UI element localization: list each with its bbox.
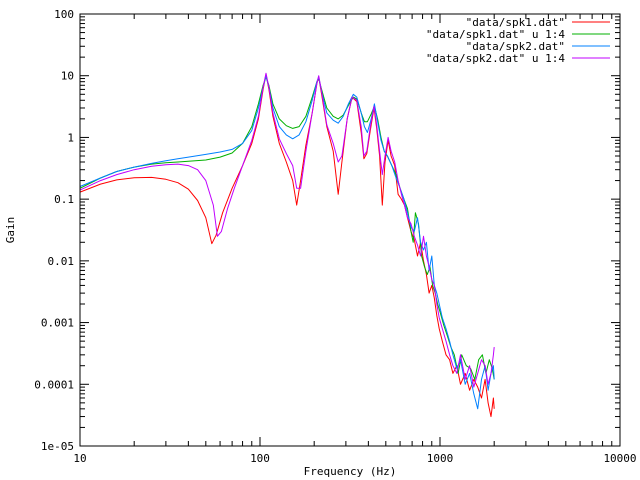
y-tick-label: 0.1	[54, 193, 74, 206]
legend: "data/spk1.dat""data/spk1.dat" u 1:4"dat…	[426, 16, 610, 65]
series-line-1	[79, 73, 495, 418]
series-line-2	[79, 76, 495, 380]
x-tick-label: 10	[73, 452, 86, 465]
legend-label: "data/spk2.dat" u 1:4	[426, 52, 565, 65]
x-axis-label: Frequency (Hz)	[304, 465, 397, 478]
y-tick-label: 0.0001	[34, 378, 74, 391]
series-line-4	[79, 72, 495, 388]
y-tick-label: 100	[54, 8, 74, 21]
x-tick-label: 100	[250, 452, 270, 465]
legend-label: "data/spk1.dat" u 1:4	[426, 28, 565, 41]
x-tick-label: 10000	[603, 452, 636, 465]
series-lines	[79, 72, 495, 418]
legend-label: "data/spk1.dat"	[466, 16, 565, 29]
y-tick-label: 1e-05	[41, 440, 74, 453]
y-tick-label: 10	[61, 70, 74, 83]
y-axis-label: Gain	[4, 217, 17, 244]
y-tick-label: 0.01	[48, 255, 75, 268]
y-tick-label: 0.001	[41, 317, 74, 330]
legend-label: "data/spk2.dat"	[466, 40, 565, 53]
y-tick-label: 1	[67, 131, 74, 144]
x-tick-label: 1000	[427, 452, 454, 465]
axis-ticks: 10 100 1000 10000 1e-05 0.0001 0.001 0.01 0.1 1 10…	[34, 8, 636, 465]
plot-frame	[79, 13, 621, 447]
